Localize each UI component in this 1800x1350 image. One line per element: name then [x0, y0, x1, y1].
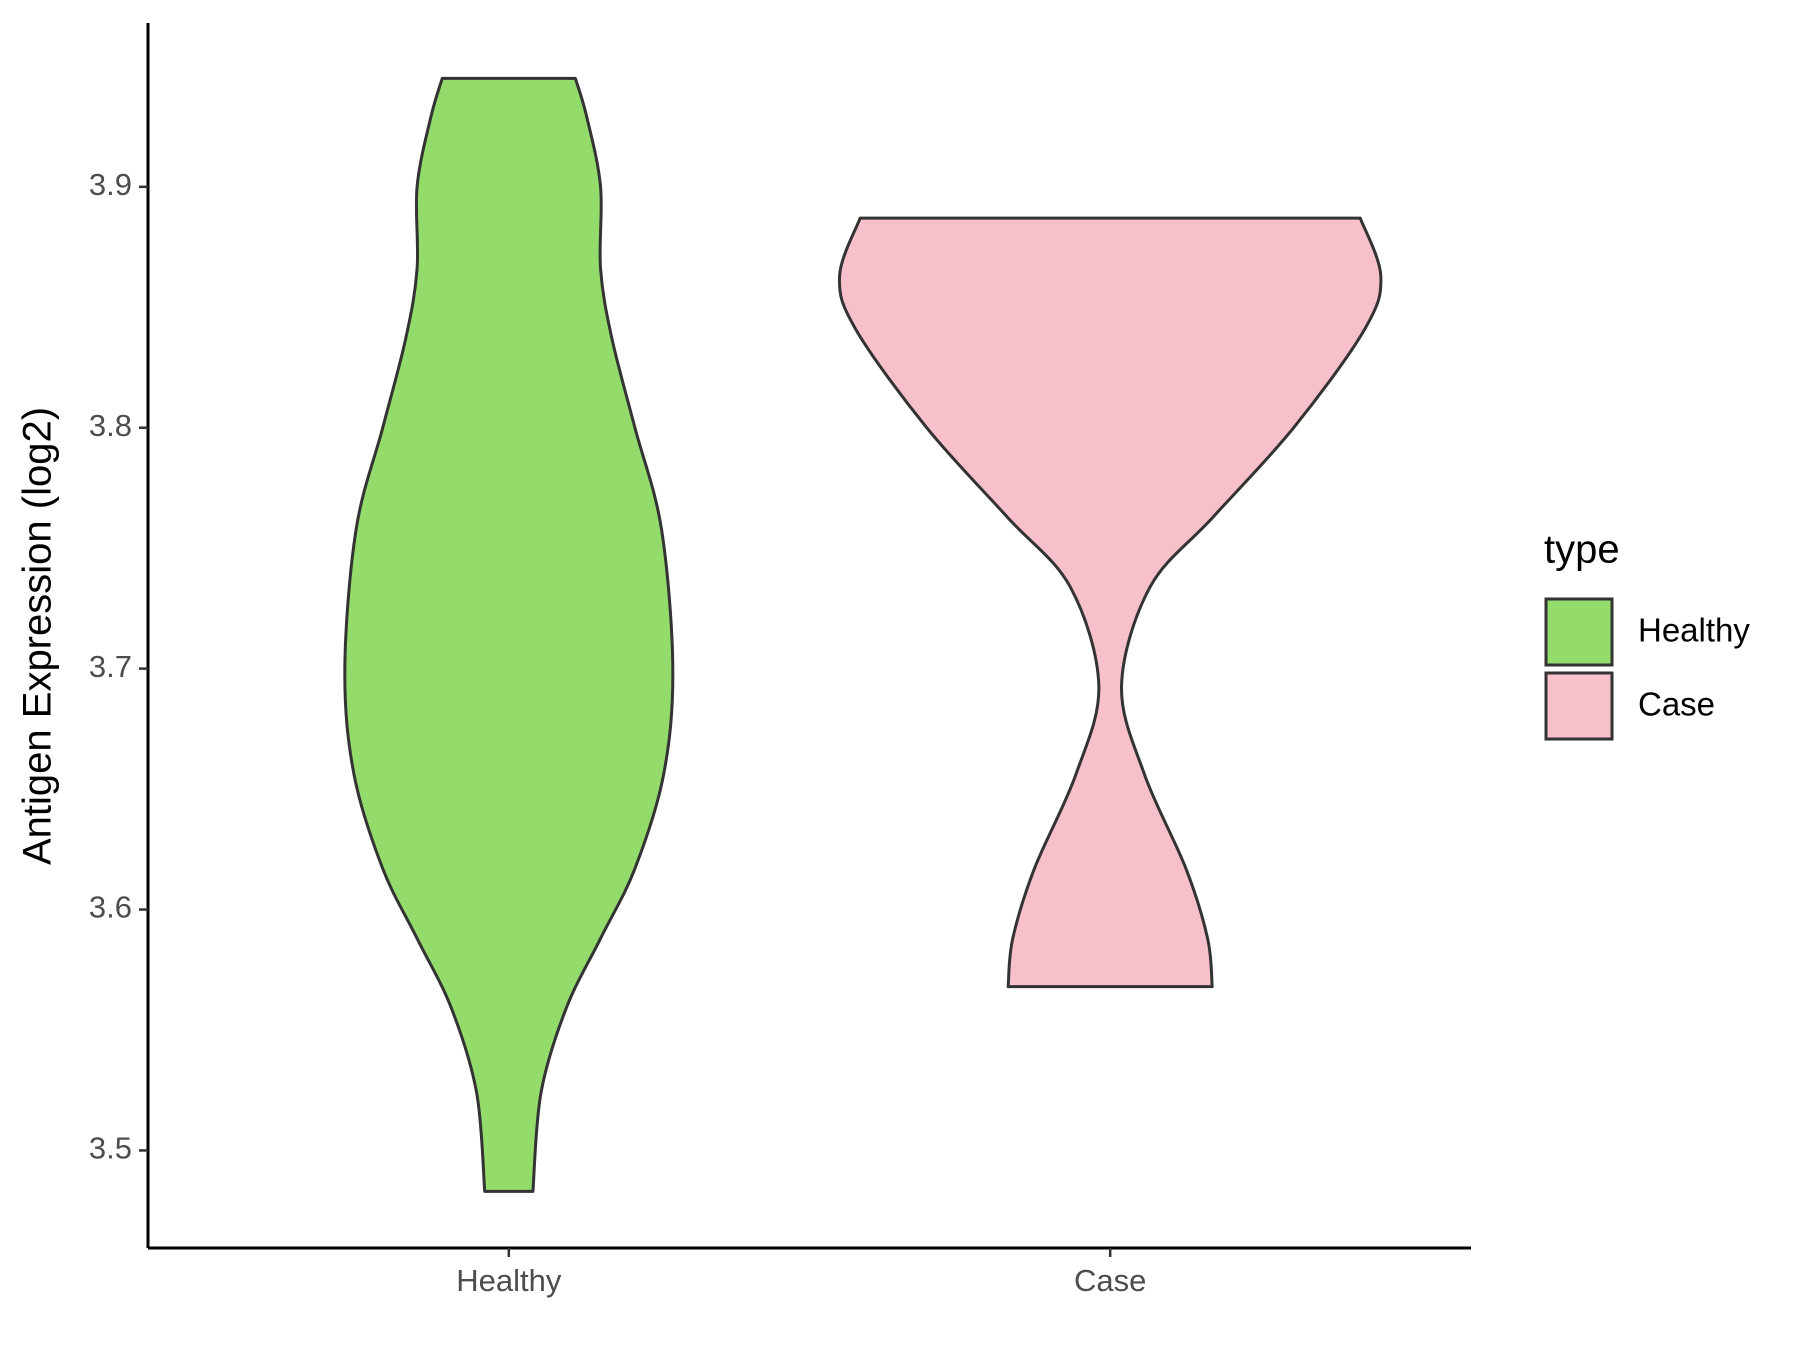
y-axis-title: Antigen Expression (log2): [16, 407, 60, 865]
legend-label: Case: [1638, 686, 1715, 723]
x-tick-label: Healthy: [456, 1263, 562, 1298]
legend-key: [1544, 597, 1614, 667]
legend-title: type: [1544, 528, 1620, 572]
y-tick-label: 3.6: [89, 890, 132, 925]
legend-label: Healthy: [1638, 612, 1750, 649]
y-tick-label: 3.7: [89, 649, 132, 684]
legend-key: [1544, 671, 1614, 741]
violin: [343, 76, 675, 1193]
x-tick-label: Case: [1074, 1263, 1146, 1298]
violin: [837, 216, 1383, 989]
y-tick-label: 3.9: [89, 167, 132, 202]
y-tick-label: 3.8: [89, 408, 132, 443]
y-tick-label: 3.5: [89, 1131, 132, 1166]
